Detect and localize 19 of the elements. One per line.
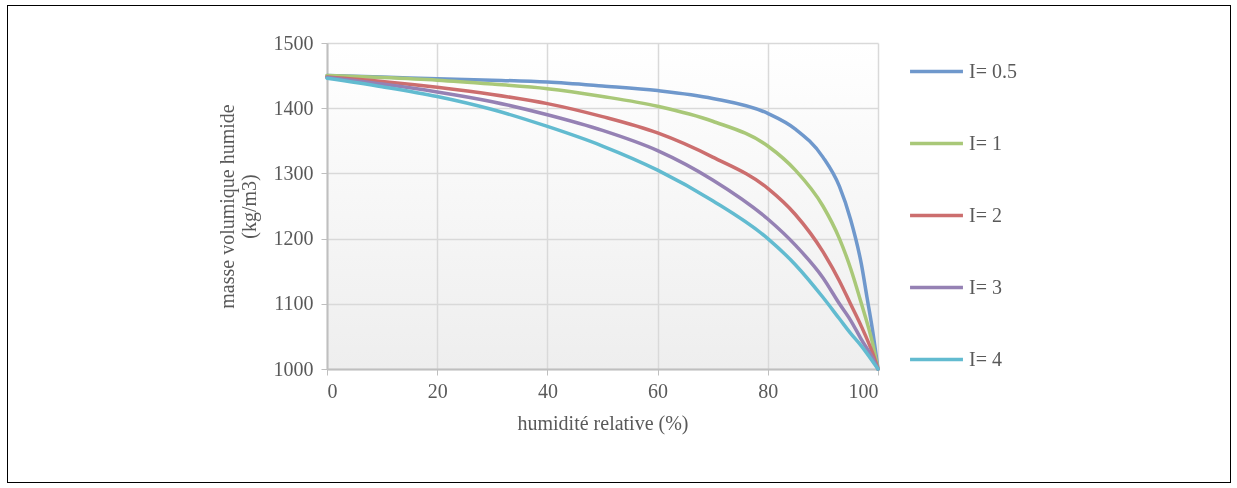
x-tick-label: 40: [537, 379, 558, 402]
y-tick-label: 1100: [274, 292, 314, 315]
legend-label: I= 3: [969, 275, 1002, 298]
legend-label: I= 2: [969, 203, 1002, 226]
x-tick-label: 80: [758, 379, 779, 402]
legend-label: I= 4: [969, 347, 1002, 370]
x-tick-label: 100: [848, 379, 879, 402]
y-tick-label: 1400: [273, 96, 314, 119]
x-axis-title: humidité relative (%): [517, 411, 689, 435]
y-tick-label: 1200: [273, 227, 314, 250]
x-tick-label: 20: [427, 379, 448, 402]
x-tick-label: 60: [648, 379, 669, 402]
y-tick-label: 1000: [273, 357, 314, 380]
legend-label: I= 1: [969, 131, 1002, 154]
y-tick-label: 1500: [273, 31, 314, 54]
y-axis-title: masse volumique humide (kg/m3): [215, 104, 261, 309]
legend-label: I= 0.5: [969, 59, 1017, 82]
x-tick-label: 0: [327, 379, 338, 402]
y-tick-label: 1300: [273, 161, 314, 184]
